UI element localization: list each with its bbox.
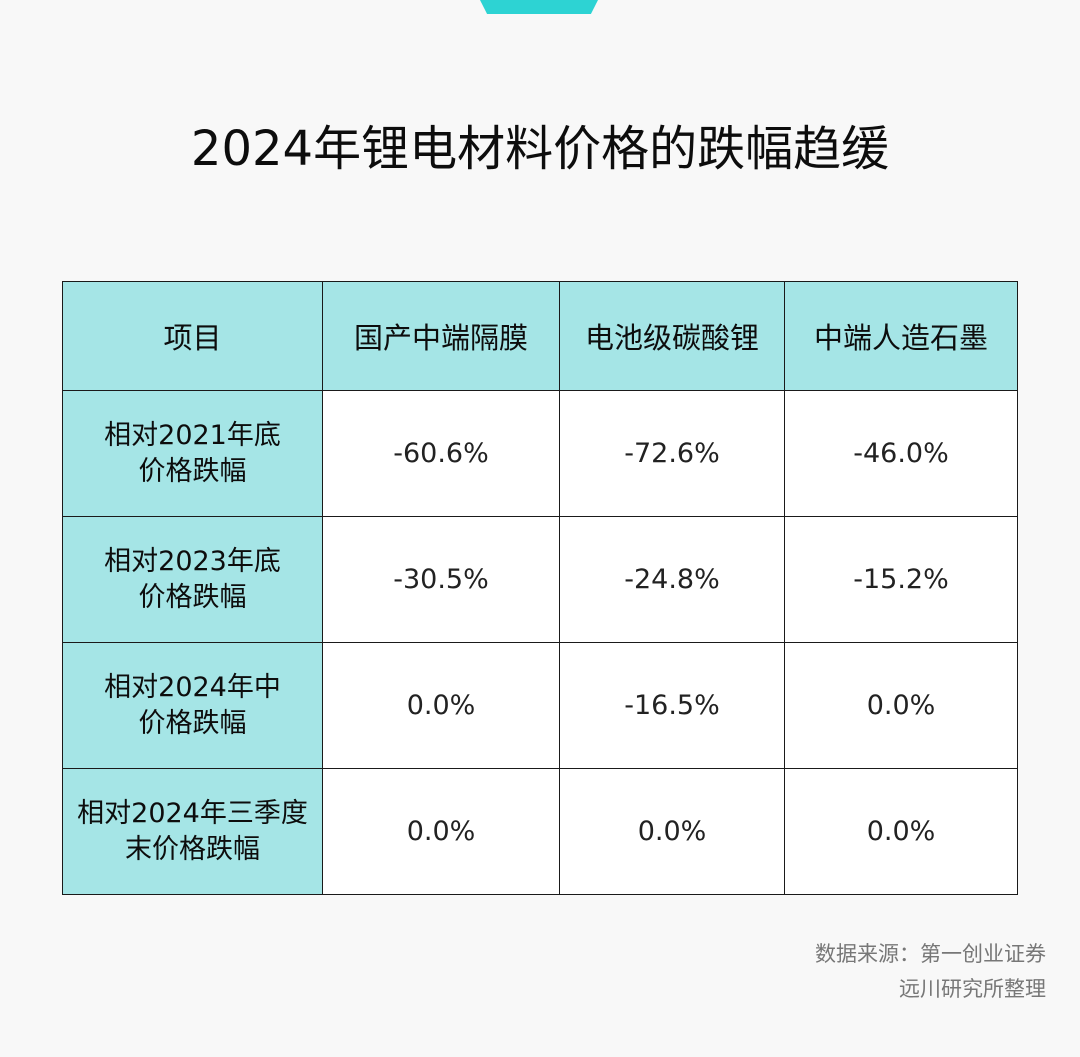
source-line: 远川研究所整理: [899, 977, 1046, 1001]
table-cell: 0.0%: [322, 768, 560, 895]
table-row: 相对2024年中 价格跌幅 0.0% -16.5% 0.0%: [62, 642, 1018, 769]
table-header-row: 项目 国产中端隔膜 电池级碳酸锂 中端人造石墨: [62, 281, 1018, 391]
table-cell: -16.5%: [559, 642, 785, 769]
row-label: 相对2024年三季度 末价格跌幅: [62, 768, 323, 895]
table-cell: -30.5%: [322, 516, 560, 643]
row-label: 相对2023年底 价格跌幅: [62, 516, 323, 643]
table-cell: -15.2%: [784, 516, 1018, 643]
table-cell: 0.0%: [559, 768, 785, 895]
table-cell: 0.0%: [784, 642, 1018, 769]
table-cell: 0.0%: [784, 768, 1018, 895]
row-label: 相对2024年中 价格跌幅: [62, 642, 323, 769]
column-header-separator: 国产中端隔膜: [322, 281, 560, 391]
table-cell: -24.8%: [559, 516, 785, 643]
data-source-note: 数据来源：第一创业证券 远川研究所整理: [815, 937, 1046, 1007]
table-row: 相对2023年底 价格跌幅 -30.5% -24.8% -15.2%: [62, 516, 1018, 643]
source-line: 数据来源：第一创业证券: [815, 942, 1046, 966]
column-header-item: 项目: [62, 281, 323, 391]
table-cell: -72.6%: [559, 390, 785, 517]
table-row: 相对2024年三季度 末价格跌幅 0.0% 0.0% 0.0%: [62, 768, 1018, 895]
table-cell: -60.6%: [322, 390, 560, 517]
page-title: 2024年锂电材料价格的跌幅趋缓: [190, 121, 890, 177]
price-decline-table: 项目 国产中端隔膜 电池级碳酸锂 中端人造石墨 相对2021年底 价格跌幅 -6…: [62, 281, 1018, 895]
top-accent-tab: [480, 0, 598, 14]
table-cell: -46.0%: [784, 390, 1018, 517]
column-header-graphite: 中端人造石墨: [784, 281, 1018, 391]
column-header-lithium-carbonate: 电池级碳酸锂: [559, 281, 785, 391]
table-row: 相对2021年底 价格跌幅 -60.6% -72.6% -46.0%: [62, 390, 1018, 517]
row-label: 相对2021年底 价格跌幅: [62, 390, 323, 517]
table-cell: 0.0%: [322, 642, 560, 769]
